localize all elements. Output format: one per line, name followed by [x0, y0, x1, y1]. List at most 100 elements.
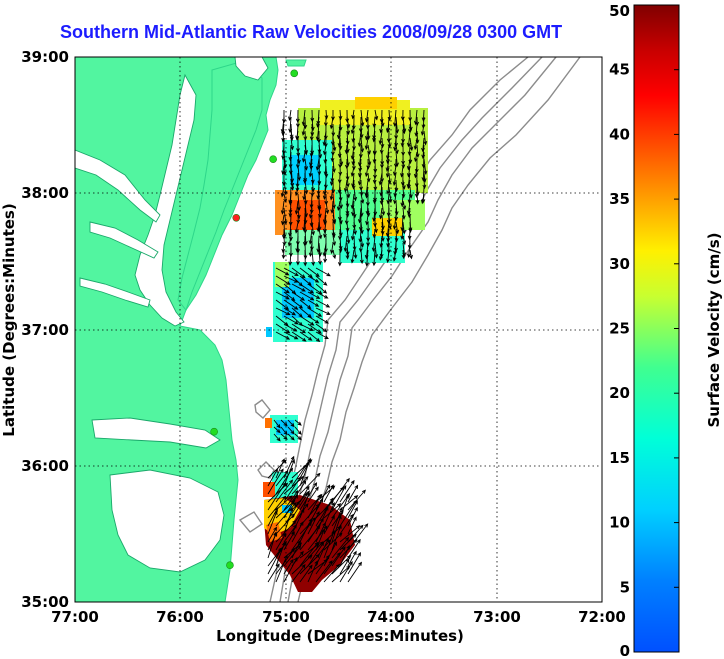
velocity-arrow [407, 179, 411, 190]
velocity-arrow [291, 291, 306, 301]
colorbar-tick-label: 50 [609, 2, 630, 20]
velocity-arrow [280, 200, 285, 215]
velocity-arrow [338, 109, 343, 121]
velocity-arrow [283, 507, 294, 535]
velocity-arrow [267, 548, 282, 575]
velocity-arrow [311, 221, 316, 236]
velocity-arrow [291, 307, 303, 318]
velocity-arrow [315, 158, 320, 171]
velocity-arrow [392, 249, 397, 262]
velocity-arrow [393, 137, 398, 152]
velocity-arrow [316, 235, 321, 253]
pamlico-sound [109, 469, 225, 573]
colorbar-tick-label: 10 [609, 514, 630, 532]
velocity-arrow [406, 242, 411, 259]
velocity-arrow [275, 323, 291, 334]
velocity-arrow [331, 514, 342, 543]
velocity-arrow [350, 165, 355, 177]
velocity-arrow [299, 315, 315, 326]
velocity-arrow [392, 172, 397, 186]
x-tick: 74:00 [367, 608, 415, 626]
velocity-arrow [299, 457, 312, 487]
station-2 [269, 155, 277, 163]
velocity-arrow [414, 186, 419, 199]
velocity-arrow [347, 551, 362, 575]
velocity-arrow [393, 109, 397, 127]
velocity-arrow [337, 249, 342, 267]
velocity-arrow [291, 508, 305, 535]
velocity-arrow [275, 307, 291, 316]
y-tick: 39:00 [21, 48, 69, 66]
contour-wiggle-1 [254, 399, 271, 419]
velocity-arrow [299, 553, 320, 575]
velocity-arrow [294, 419, 302, 426]
map-title: Southern Mid-Atlantic Raw Velocities 200… [60, 22, 563, 42]
velocity-arrow [309, 235, 314, 251]
velocity-arrow [339, 499, 357, 527]
york-james-river [79, 277, 151, 308]
velocity-arrow [291, 521, 312, 551]
velocity-arrow [315, 554, 330, 575]
velocity-arrow [299, 283, 315, 294]
colorbar [633, 4, 680, 653]
velocity-arrow [275, 331, 291, 340]
velocity-arrow [372, 228, 377, 239]
velocity-arrow [331, 536, 350, 559]
velocity-arrow [267, 507, 278, 527]
velocity-arrow [275, 495, 293, 511]
velocity-arrow [357, 130, 362, 148]
velocity-arrow [347, 484, 359, 503]
velocity-arrow [299, 524, 321, 551]
colorbar-label: Surface Velocity (cm/s) [705, 232, 723, 427]
velocity-arrow [315, 275, 328, 286]
velocity-arrow [322, 130, 327, 147]
velocity-arrow [323, 563, 341, 583]
velocity-arrow [423, 130, 428, 146]
velocity-arrow [275, 532, 287, 551]
velocity-arrow [422, 172, 427, 183]
velocity-arrow [315, 537, 329, 567]
velocity-arrow [294, 221, 299, 234]
velocity-arrow [408, 221, 413, 234]
velocity-arrow [332, 249, 337, 260]
velocity-arrow [400, 137, 405, 148]
velocity-arrow [315, 283, 328, 294]
velocity-arrow [414, 172, 419, 188]
velocity-arrow [339, 525, 361, 543]
velocity-arrow [307, 541, 325, 567]
velocity-arrow [280, 433, 288, 440]
velocity-arrow [338, 242, 343, 253]
colorbar-tick-label: 5 [620, 578, 630, 596]
velocity-arrow [283, 556, 298, 583]
island-north [285, 59, 307, 67]
velocity-arrow [294, 426, 302, 435]
velocity-arrow [273, 433, 281, 442]
y-tick: 36:00 [21, 457, 69, 475]
velocity-arrow [275, 283, 290, 294]
velocity-arrow [415, 193, 420, 205]
velocity-arrow [294, 200, 299, 215]
velocity-arrow [275, 554, 288, 583]
colorbar-tick-label: 35 [609, 190, 630, 208]
velocity-arrow [273, 419, 281, 429]
velocity-arrow [275, 291, 290, 300]
velocity-arrow [351, 200, 355, 217]
contour-wiggle-3 [238, 511, 263, 533]
velocity-arrow [315, 267, 331, 277]
velocity-arrow [323, 228, 327, 239]
velocity-arrow [339, 479, 355, 503]
station-1 [290, 69, 299, 78]
velocity-arrow [287, 426, 295, 435]
velocity-arrow [317, 172, 322, 186]
velocity-arrow [413, 137, 418, 151]
velocity-arrow [347, 538, 361, 559]
velocity-arrow [402, 235, 407, 246]
colorbar-tick-label: 20 [609, 384, 630, 402]
velocity-arrows [267, 109, 428, 583]
velocity-arrow [283, 179, 288, 196]
velocity-arrow [379, 123, 384, 134]
velocity-arrow [324, 165, 329, 178]
velocity-arrow [400, 214, 405, 232]
velocity-arrow [331, 492, 351, 519]
y-tick: 38:00 [21, 184, 69, 202]
